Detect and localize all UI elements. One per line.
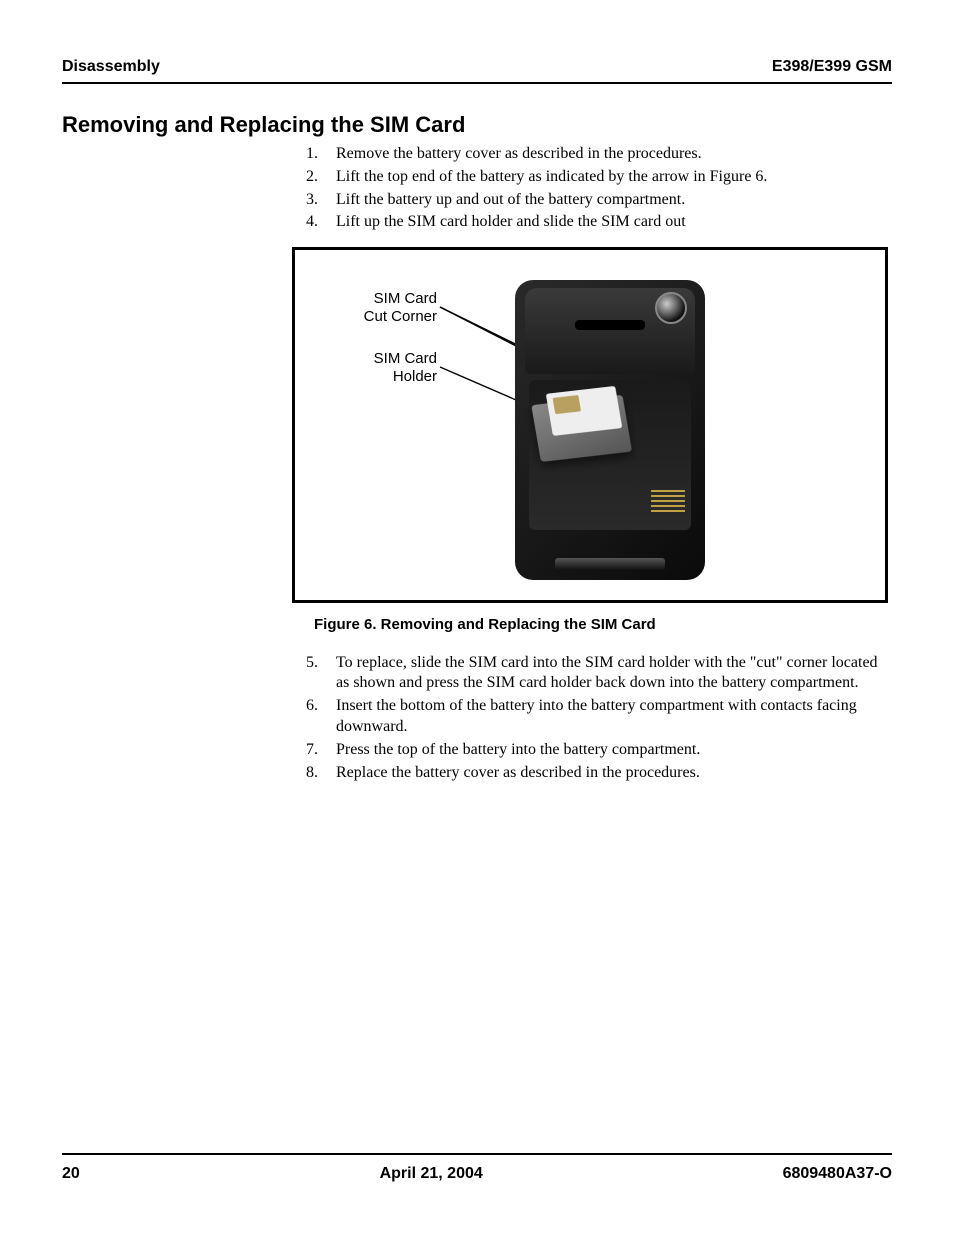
footer-row: 20 April 21, 2004 6809480A37-O — [62, 1165, 892, 1183]
figure-label-line: SIM Card — [374, 350, 437, 367]
content-body: Remove the battery cover as described in… — [62, 144, 892, 783]
figure-label-line: SIM Card — [374, 290, 437, 307]
speaker-grille — [575, 320, 645, 330]
footer-rule — [62, 1153, 892, 1155]
page-header: Disassembly E398/E399 GSM — [62, 58, 892, 76]
figure-wrap: SIM Card Cut Corner SIM Card Holder — [292, 247, 882, 635]
figure-label-holder: SIM Card Holder — [327, 350, 437, 386]
phone-illustration — [515, 280, 705, 580]
step-item: Press the top of the battery into the ba… — [322, 740, 892, 761]
figure-label-line: Cut Corner — [364, 308, 437, 325]
step-item: Insert the bottom of the battery into th… — [322, 696, 892, 738]
footer-page-number: 20 — [62, 1165, 80, 1183]
step-item: To replace, slide the SIM card into the … — [322, 653, 892, 695]
connector-slot — [555, 558, 665, 570]
figure-label-cut-corner: SIM Card Cut Corner — [327, 290, 437, 326]
steps-list-top: Remove the battery cover as described in… — [62, 144, 892, 233]
footer-doc-number: 6809480A37-O — [783, 1165, 892, 1183]
steps-list-bottom: To replace, slide the SIM card into the … — [62, 653, 892, 784]
step-item: Remove the battery cover as described in… — [322, 144, 892, 165]
page: Disassembly E398/E399 GSM Removing and R… — [0, 0, 954, 1235]
battery-contacts — [651, 490, 685, 512]
header-left: Disassembly — [62, 58, 160, 76]
step-item: Lift the top end of the battery as indic… — [322, 167, 892, 188]
figure-box: SIM Card Cut Corner SIM Card Holder — [292, 247, 888, 603]
camera-lens-icon — [655, 292, 687, 324]
header-rule — [62, 82, 892, 84]
header-right: E398/E399 GSM — [772, 58, 892, 76]
sim-card — [546, 386, 623, 436]
footer-date: April 21, 2004 — [380, 1165, 483, 1183]
figure-caption: Figure 6. Removing and Replacing the SIM… — [314, 615, 882, 635]
step-item: Lift the battery up and out of the batte… — [322, 190, 892, 211]
page-footer: 20 April 21, 2004 6809480A37-O — [62, 1153, 892, 1183]
section-title: Removing and Replacing the SIM Card — [62, 112, 892, 138]
step-item: Replace the battery cover as described i… — [322, 763, 892, 784]
figure-label-line: Holder — [393, 368, 437, 385]
step-item: Lift up the SIM card holder and slide th… — [322, 212, 892, 233]
